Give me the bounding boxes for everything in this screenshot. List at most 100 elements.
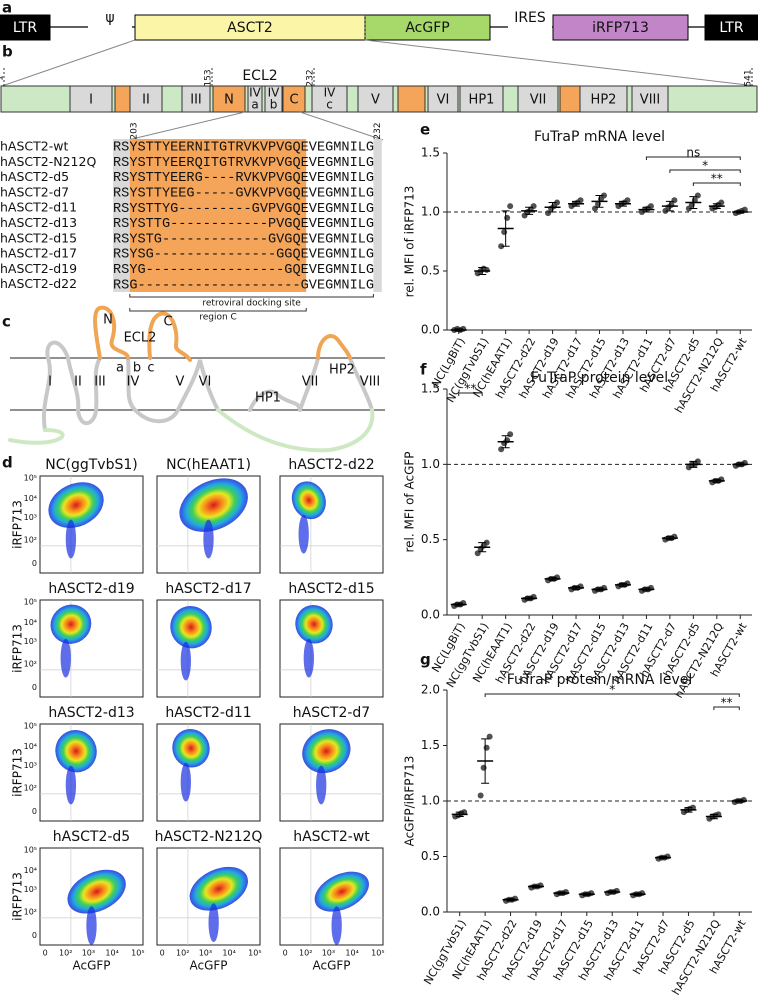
panel-label: f: [420, 361, 427, 379]
flow-x-tick: 0: [43, 949, 48, 958]
error-bar: [478, 266, 487, 276]
y-tick-label: 1.0: [421, 457, 440, 471]
chart-title: FuTraP mRNA level: [534, 129, 665, 145]
flow-x-tick: 10²: [299, 949, 312, 958]
flow-title: hASCT2-d11: [165, 705, 251, 721]
flow-x-tick: 10⁴: [105, 949, 118, 958]
flow-title: hASCT2-d15: [288, 581, 374, 597]
error-bar: [665, 200, 674, 212]
membrane-label: V: [176, 375, 185, 390]
sig-bracket: [458, 392, 483, 396]
chart-title: FuTraP protein level: [531, 370, 668, 386]
flow-title: hASCT2-d5: [53, 829, 130, 845]
position-label: 232: [306, 69, 316, 86]
flow-x-tick: 10⁵: [131, 949, 144, 958]
error-bar: [582, 892, 591, 896]
domain-label: IV: [324, 86, 337, 100]
domain-label: c: [326, 98, 333, 112]
error-bar: [525, 596, 534, 601]
domain-box: [282, 85, 306, 113]
zoom: [127, 111, 246, 141]
row-name: hASCT2-N212Q: [0, 154, 96, 169]
error-bar: [642, 206, 651, 213]
panel-label: d: [2, 454, 13, 472]
flow-y-tick: 10⁵: [24, 597, 37, 606]
domain-label: C: [289, 93, 298, 108]
data-point: [486, 733, 493, 740]
y-tick-label: 0.0: [421, 608, 440, 622]
data-point: [718, 199, 725, 206]
data-point: [483, 744, 490, 751]
position-label: 232: [373, 122, 383, 139]
sequence: RSYSTTG------------PVGQEVEGMNILG: [113, 217, 374, 232]
y-tick-label: 1.0: [421, 794, 440, 808]
domain-label: II: [142, 93, 150, 108]
y-tick-label: 0.0: [421, 323, 440, 337]
sig-label: **: [721, 696, 733, 710]
flow-x-tick: 10³: [199, 949, 212, 958]
error-bar: [712, 203, 721, 209]
error-bar: [735, 799, 744, 803]
data-point: [480, 764, 487, 771]
sig-bracket: [713, 706, 740, 710]
zoom: [364, 39, 757, 87]
flow-y-tick: 10⁴: [24, 494, 37, 503]
error-bar: [455, 811, 464, 818]
zoom: [1, 39, 136, 87]
flow-x-label: AcGFP: [72, 959, 110, 973]
flow-title: hASCT2-d22: [288, 457, 374, 473]
construct-label: AcGFP: [405, 20, 449, 36]
density-tail: [331, 906, 342, 945]
flow-title: NC(ggTvbS1): [45, 457, 137, 473]
data-point: [554, 199, 561, 206]
bracket-label: retroviral docking site: [202, 299, 301, 309]
sig-bracket: [669, 169, 741, 173]
domain-label: HP1: [469, 93, 495, 108]
flow-y-tick: 0: [32, 931, 37, 940]
helices: [42, 340, 374, 432]
density: [291, 481, 326, 520]
panel-label: b: [2, 43, 13, 61]
error-bar: [572, 585, 581, 590]
y-tick-label: 1.0: [421, 205, 440, 219]
density-tail: [298, 514, 309, 554]
aln-bg: [129, 139, 307, 292]
density-tail: [303, 638, 314, 678]
sequence: RSYSTTYEEG-----GVKVPVGQEVEGMNILG: [113, 186, 374, 201]
sequence: RSYSG---------------GGQEVEGMNILG: [113, 248, 374, 263]
density: [172, 729, 210, 768]
flow-x-tick: 10⁵: [248, 949, 261, 958]
membrane-label: c: [147, 361, 154, 376]
flow-y-tick: 10⁵: [24, 473, 37, 482]
membrane-label: a: [116, 361, 124, 376]
data-point: [601, 192, 607, 199]
density: [48, 482, 104, 528]
data-point: [501, 229, 508, 236]
y-axis-label: AcGFP/iRFP713: [403, 756, 417, 847]
data-point: [530, 203, 537, 210]
position-label: 1: [0, 75, 6, 81]
membrane-label: HP2: [329, 363, 355, 378]
density-tail: [316, 765, 327, 805]
domain-box: [357, 85, 394, 113]
flow-x-tick: 0: [160, 949, 165, 958]
membrane-label: VI: [199, 375, 212, 390]
flow-y-tick: 10²: [24, 908, 37, 917]
data-point: [498, 446, 505, 453]
row-name: hASCT2-d11: [0, 200, 77, 215]
flow-y-label: iRFP713: [11, 624, 25, 673]
data-point: [694, 192, 701, 199]
domain-box: [311, 85, 348, 113]
zoom: [299, 111, 384, 141]
bracket: [129, 308, 307, 312]
position-label: 541: [744, 69, 754, 86]
error-bar: [454, 602, 463, 607]
error-bar: [525, 206, 534, 215]
flow-x-label: AcGFP: [189, 959, 227, 973]
density-tail: [208, 903, 219, 943]
flow-x-tick: 0: [283, 949, 288, 958]
error-bar: [595, 587, 604, 592]
construct-label: ASCT2: [227, 20, 273, 36]
domain-label: V: [371, 93, 380, 108]
membrane-label: III: [94, 375, 106, 390]
